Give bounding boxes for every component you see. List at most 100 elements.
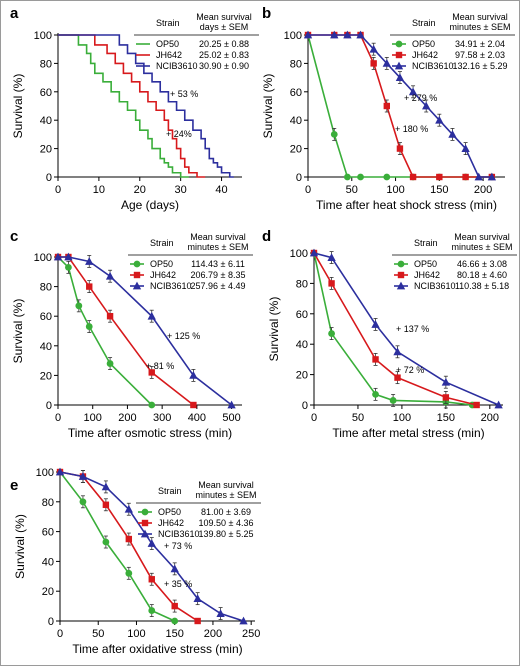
y-axis-label: Survival (%) <box>11 74 25 139</box>
marker-op50 <box>330 130 338 138</box>
marker-op50 <box>343 173 351 181</box>
x-tick-label: 250 <box>242 628 260 640</box>
y-tick-label: 60 <box>42 527 54 539</box>
series-line-op50 <box>58 34 189 178</box>
marker-op50 <box>141 508 149 516</box>
y-tick-label: 40 <box>40 341 52 353</box>
marker-ncib3610 <box>343 30 352 39</box>
legend-header-unit: minutes ± SEM <box>450 22 511 32</box>
legend-header-unit: minutes ± SEM <box>196 490 257 500</box>
y-tick-label: 40 <box>296 339 308 351</box>
x-tick-label: 50 <box>92 628 104 640</box>
legend-item-name: OP50 <box>156 39 179 49</box>
marker-op50 <box>148 401 156 409</box>
marker-jh642 <box>133 271 141 279</box>
marker-ncib3610 <box>78 472 88 480</box>
marker-ncib3610 <box>147 539 156 547</box>
y-tick-label: 0 <box>302 400 308 412</box>
marker-jh642 <box>148 369 155 376</box>
legend-item-stat: 114.43 ± 6.11 <box>191 259 245 269</box>
series-line-op50 <box>313 252 473 406</box>
y-tick-label: 60 <box>40 87 52 99</box>
y-tick-label: 80 <box>40 282 52 294</box>
x-axis-label: Time after oxidative stress (min) <box>72 642 242 656</box>
x-tick-label: 400 <box>188 412 206 424</box>
marker-ncib3610 <box>124 504 133 513</box>
marker-ncib3610 <box>64 252 73 261</box>
x-tick-label: 500 <box>222 412 240 424</box>
legend-header-strain: Strain <box>412 18 436 28</box>
panel-b: b 0 20 40 60 80 100 0 50 100 150 200 Time after heat… <box>261 5 515 212</box>
marker-ncib3610 <box>382 59 391 67</box>
marker-ncib3610 <box>408 87 418 96</box>
marker-op50 <box>328 330 335 337</box>
y-tick-label: 0 <box>46 172 52 184</box>
y-tick-label: 20 <box>40 144 52 156</box>
legend-item-stat: 25.02 ± 0.83 <box>199 50 249 60</box>
marker-jh642 <box>462 173 469 181</box>
marker-ncib3610 <box>395 73 405 81</box>
marker-ncib3610 <box>147 311 156 320</box>
legend-header-value: Mean survival <box>452 12 508 22</box>
x-tick-label: 200 <box>118 412 136 424</box>
x-tick-label: 200 <box>481 412 499 424</box>
marker-ncib3610 <box>55 467 65 476</box>
x-tick-label: 0 <box>305 184 311 196</box>
x-axis-label: Time after heat shock stress (min) <box>316 198 497 212</box>
marker-ncib3610 <box>239 616 248 625</box>
marker-ncib3610 <box>396 281 406 290</box>
marker-ncib3610 <box>53 252 63 261</box>
series-line-jh642 <box>313 252 477 406</box>
marker-ncib3610 <box>101 482 111 491</box>
y-tick-label: 80 <box>42 497 54 509</box>
annotation: + 81 % <box>146 361 174 371</box>
marker-op50 <box>133 260 141 268</box>
marker-ncib3610 <box>441 377 451 386</box>
legend-item-stat: 34.91 ± 2.04 <box>455 39 505 49</box>
annotation: + 72 % <box>396 365 424 375</box>
marker-jh642 <box>396 145 404 152</box>
marker-ncib3610 <box>132 281 142 290</box>
y-tick-label: 40 <box>290 115 302 127</box>
series-line-ncib3610 <box>313 252 499 406</box>
marker-ncib3610 <box>85 257 94 265</box>
marker-jh642 <box>141 519 149 527</box>
marker-op50 <box>395 40 403 48</box>
annotation: + 125 % <box>167 331 200 341</box>
y-tick-label: 60 <box>296 309 308 321</box>
marker-op50 <box>79 498 87 506</box>
marker-op50 <box>106 360 114 367</box>
legend-header-unit: days ± SEM <box>200 22 248 32</box>
legend-item-name: OP50 <box>158 507 181 517</box>
marker-jh642 <box>383 102 390 110</box>
panel-d: d 0 20 40 60 80 100 0 50 100 150 200 Time after meta… <box>262 228 517 440</box>
annotation: + 35 % <box>164 579 192 589</box>
legend-item-name: NCIB3610 <box>150 281 192 291</box>
legend-header-unit: minutes ± SEM <box>452 242 513 252</box>
legend-item-name: NCIB3610 <box>156 61 198 71</box>
legend-item-name: JH642 <box>150 270 176 280</box>
legend-item-stat: 132.16 ± 5.29 <box>453 61 508 71</box>
marker-jh642 <box>436 173 443 181</box>
legend-header-unit: minutes ± SEM <box>188 242 249 252</box>
x-tick-label: 0 <box>55 412 61 424</box>
x-tick-label: 50 <box>346 184 358 196</box>
marker-ncib3610 <box>216 609 225 617</box>
marker-op50 <box>171 617 179 625</box>
x-tick-label: 150 <box>437 412 455 424</box>
legend-header-value: Mean survival <box>190 232 246 242</box>
x-axis-label: Time after metal stress (min) <box>332 426 484 440</box>
panel-label: a <box>10 5 19 22</box>
x-tick-label: 100 <box>127 628 145 640</box>
marker-ncib3610 <box>369 44 378 53</box>
legend-item-name: JH642 <box>414 270 440 280</box>
series-line-ncib3610 <box>58 34 234 178</box>
marker-ncib3610 <box>461 144 470 153</box>
legend-item-stat: 206.79 ± 8.35 <box>191 270 246 280</box>
marker-op50 <box>372 390 379 398</box>
y-tick-label: 80 <box>40 58 52 70</box>
legend-item-stat: 80.18 ± 4.60 <box>457 270 507 280</box>
